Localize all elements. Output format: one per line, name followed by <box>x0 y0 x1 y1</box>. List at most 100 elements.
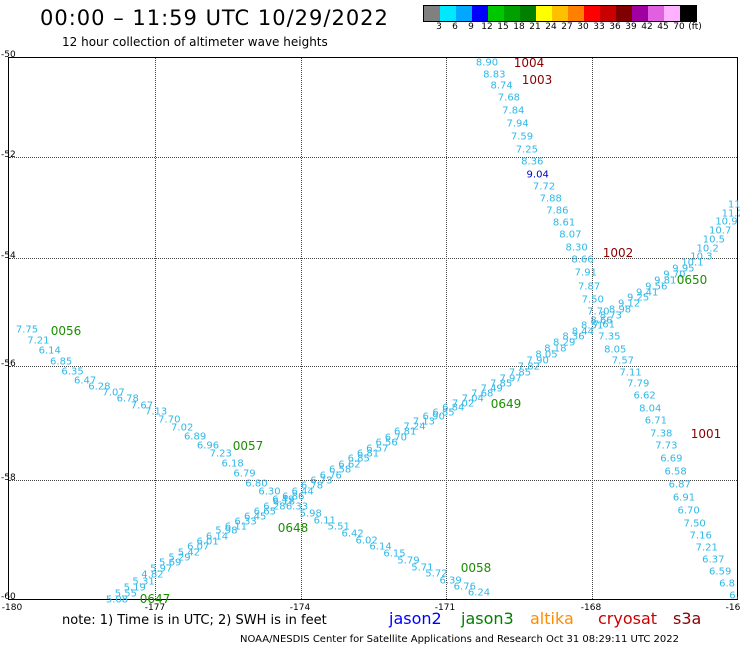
latitude-gridline <box>9 157 737 158</box>
wave-height-label: 6.01 <box>196 536 219 548</box>
legend-item-jason2: jason2 <box>389 609 442 628</box>
map-plot-area[interactable]: 7.75 7.21 6.14 6.85 6.35 6.47 6.28 7.07 6.78 7.67… <box>8 56 740 606</box>
wave-height-label: 10.3 <box>690 251 713 263</box>
wave-height-label: 8.66 <box>571 254 594 266</box>
wave-height-label: 7.88 <box>539 193 562 205</box>
time-stamp-label: 0649 <box>490 397 522 411</box>
wave-height-label: 5.98 <box>215 525 238 537</box>
wave-height-label: 7.73 <box>655 440 678 452</box>
wave-height-label: 7.59 <box>510 131 534 143</box>
time-stamp-label: 1003 <box>521 73 553 87</box>
wave-height-label: 6.78 <box>300 480 324 492</box>
scale-swatch <box>648 6 664 21</box>
scale-swatch <box>456 6 472 21</box>
wave-height-label: 6.81 <box>356 448 380 460</box>
longitude-gridline <box>301 58 302 599</box>
wave-height-label: 6.80 <box>245 478 268 490</box>
latitude-gridline <box>9 258 737 259</box>
wave-height-label: 6.62 <box>338 459 361 471</box>
wave-height-label: 6.07 <box>187 541 210 553</box>
wave-height-label: 6.84 <box>442 402 465 414</box>
wave-height-label: 5.72 <box>425 568 448 580</box>
wave-height-label: 6.33 <box>285 501 309 513</box>
scale-label: 39 <box>625 22 637 32</box>
legend-item-cryosat: cryosat <box>598 609 658 628</box>
longitude-tick-label: -174 <box>289 603 311 613</box>
wave-height-label: 6.02 <box>355 535 378 547</box>
scale-label: 36 <box>609 22 621 32</box>
scale-label: 42 <box>641 22 653 32</box>
scale-swatch <box>536 6 552 21</box>
legend-item-s3a: s3a <box>673 609 702 628</box>
time-stamp-label: 0648 <box>277 521 309 535</box>
longitude-tick-label: -180 <box>1 603 23 613</box>
wave-height-label: 10.2 <box>696 243 719 255</box>
wave-height-label: 8.90 <box>475 57 499 69</box>
scale-label: 27 <box>561 22 573 32</box>
wave-height-label: 7.90 <box>526 355 549 367</box>
wave-height-label: 6.37 <box>702 554 725 566</box>
scale-swatch <box>504 6 520 21</box>
wave-height-label: 6.56 <box>375 437 398 449</box>
wave-height-label: 8.18 <box>544 343 567 355</box>
page-title: 00:00 – 11:59 UTC 10/29/2022 <box>40 6 389 30</box>
wave-height-label: 6.65 <box>253 506 276 518</box>
scale-label: 30 <box>577 22 589 32</box>
wave-height-label: 7.16 <box>689 530 712 542</box>
wave-height-label: 6.14 <box>38 345 61 357</box>
wave-height-label: 8.30 <box>565 242 588 254</box>
wave-height-label: 7.04 <box>461 393 484 405</box>
latitude-tick-label: -60 <box>1 592 16 602</box>
wave-height-label: 7.23 <box>209 448 232 460</box>
wave-height-label: 5.79 <box>397 555 420 567</box>
wave-height-label: 9.70 <box>663 269 686 281</box>
wave-height-label: 10.7 <box>709 225 732 237</box>
wave-height-label: 6.87 <box>668 479 691 491</box>
wave-height-label: 5.42 <box>177 547 201 559</box>
scale-label: 24 <box>545 22 557 32</box>
wave-height-label: 6. <box>729 590 739 602</box>
wave-height-label: 8.04 <box>639 403 662 415</box>
time-stamp-label: 0056 <box>50 324 82 338</box>
wave-height-label: 7.24 <box>403 421 426 433</box>
legend-item-jason3: jason3 <box>461 609 514 628</box>
wave-height-label: 7.07 <box>102 387 125 399</box>
wave-height-label: 8.36 <box>521 156 544 168</box>
wave-height-label: 8.05 <box>604 344 627 356</box>
wave-height-label: 6.11 <box>224 521 248 533</box>
wave-height-label: 6.15 <box>383 548 406 560</box>
wave-height-label: 6.33 <box>234 516 257 528</box>
wave-height-label: 7.91 <box>574 267 597 279</box>
wave-height-label: 7.97 <box>499 373 522 385</box>
wave-height-label: 7.86 <box>546 205 569 217</box>
wave-height-label: 6.24 <box>467 587 491 599</box>
credit-line: NOAA/NESDIS Center for Satellite Applica… <box>240 634 679 645</box>
wave-height-label: 11.4 <box>727 199 740 211</box>
wave-height-label: 6.71 <box>644 415 668 427</box>
wave-height-label: 11.2 <box>721 208 740 220</box>
wave-height-label: 5.55 <box>114 588 137 600</box>
wave-height-label: 6.42 <box>341 528 364 540</box>
wave-height-label: 6.14 <box>369 541 392 553</box>
latitude-gridline <box>9 366 737 367</box>
wave-height-label: 7.21 <box>695 542 718 554</box>
latitude-gridline <box>9 480 737 481</box>
wave-height-label: 7.38 <box>650 428 673 440</box>
time-stamp-label: 1002 <box>602 246 634 260</box>
wave-height-label: 7.75 <box>15 324 39 336</box>
legend-item-altika: altika <box>530 609 574 628</box>
scale-label: 12 <box>481 22 493 32</box>
wave-height-label: 7.11 <box>619 367 642 379</box>
wave-height-label: 7.72 <box>532 181 556 193</box>
wave-height-label: 8.74 <box>490 80 513 92</box>
wave-height-label: 10.5 <box>702 234 726 246</box>
scale-swatch <box>488 6 504 21</box>
wave-height-label: 9.12 <box>617 298 641 310</box>
wave-height-label: 5.08 <box>105 594 129 606</box>
wave-height-label: 7.02 <box>451 398 475 410</box>
wave-height-label: 6.85 <box>347 453 370 465</box>
wave-height-label: 8.36 <box>562 331 585 343</box>
wave-height-label: 6.58 <box>328 464 352 476</box>
wave-height-label: 7.50 <box>581 294 604 306</box>
latitude-tick-label: -56 <box>1 359 16 369</box>
